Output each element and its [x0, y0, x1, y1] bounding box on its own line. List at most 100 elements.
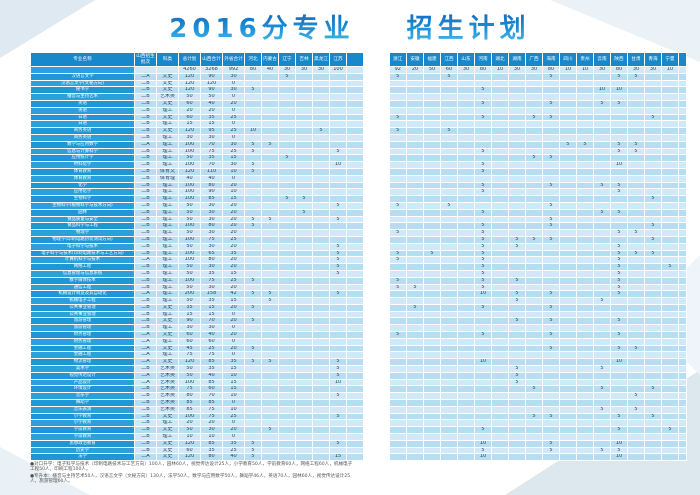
- province-value-cell: [440, 161, 458, 169]
- category-cell: 理工: [156, 351, 179, 360]
- table-row: 旅游管理 二B 文史 90 70 20 5 5 5 5: [30, 317, 687, 326]
- province-value-cell: [559, 317, 577, 326]
- total-plan-cell: 60: [178, 99, 201, 108]
- province-value-cell: 5: [576, 140, 594, 149]
- province-value-cell: 5: [261, 215, 279, 224]
- province-value-cell: [457, 188, 475, 197]
- table-row: 音乐表演 二B 艺术类 85 75 10 5 5: [30, 405, 687, 414]
- other-province-total-cell: 20: [222, 303, 245, 312]
- major-name-cell: 历史学: [30, 446, 135, 455]
- province-value-cell: [559, 99, 577, 108]
- province-value-cell: 5: [261, 290, 279, 299]
- province-value-cell: [542, 385, 560, 394]
- province-value-cell: [457, 344, 475, 353]
- province-value-cell: [525, 229, 543, 237]
- shanxi-total-cell: 60: [200, 337, 223, 346]
- province-value-cell: [389, 120, 407, 129]
- province-value-cell: [278, 317, 296, 326]
- header-province: 陕西: [610, 52, 628, 67]
- province-value-cell: [661, 337, 679, 346]
- province-value-cell: [278, 439, 296, 448]
- province-value-cell: [423, 324, 441, 333]
- province-value-cell: [278, 310, 296, 319]
- province-value-cell: [278, 303, 296, 312]
- province-value-cell: [525, 215, 543, 224]
- province-value-cell: [474, 399, 492, 407]
- province-value-cell: [295, 419, 313, 428]
- province-value-cell: [278, 229, 296, 237]
- province-value-cell: 5: [474, 113, 492, 122]
- header-province: 江苏: [329, 52, 347, 67]
- shanxi-total-cell: 90: [200, 188, 223, 197]
- province-value-cell: [593, 72, 611, 81]
- province-value-cell: [508, 174, 526, 183]
- other-province-total-cell: 0: [222, 399, 245, 407]
- major-name-cell: 材料化学: [30, 161, 135, 169]
- province-value-cell: [559, 235, 577, 244]
- header-province: 甘肃: [627, 52, 645, 67]
- total-plan-cell: 80: [178, 392, 201, 401]
- province-value-cell: 5: [542, 222, 560, 231]
- province-value-cell: [661, 201, 679, 210]
- province-value-cell: [559, 358, 577, 367]
- province-value-cell: [312, 317, 330, 326]
- province-value-cell: [559, 433, 577, 441]
- province-value-cell: [593, 201, 611, 210]
- gap-cell: [362, 447, 390, 454]
- province-value-cell: [559, 405, 577, 414]
- province-value-cell: [423, 195, 441, 203]
- blank-cell: [346, 201, 363, 210]
- table-row: 通信工程 二B 理工 50 30 20 5 5 5 5: [30, 283, 687, 292]
- province-value-cell: [542, 208, 560, 217]
- other-province-total-cell: 0: [222, 106, 245, 115]
- header-province: 河北: [244, 52, 262, 67]
- province-value-cell: [295, 181, 313, 190]
- other-province-total-cell: 15: [222, 195, 245, 203]
- province-value-cell: [312, 351, 330, 360]
- province-value-cell: [261, 127, 279, 135]
- blank-cell: [678, 188, 687, 197]
- province-value-cell: [440, 426, 458, 435]
- province-value-cell: 5: [244, 222, 262, 231]
- province-value-cell: [244, 79, 262, 88]
- province-value-cell: [457, 446, 475, 455]
- province-value-cell: [644, 181, 662, 190]
- province-value-cell: [278, 106, 296, 115]
- province-value-cell: [278, 419, 296, 428]
- province-value-cell: [576, 365, 594, 373]
- province-value-cell: [491, 256, 509, 265]
- blank-cell: [678, 283, 687, 292]
- province-value-cell: [423, 310, 441, 319]
- province-value-cell: [406, 385, 424, 394]
- province-value-cell: [329, 337, 347, 346]
- province-value-cell: [491, 453, 509, 462]
- province-value-cell: [278, 351, 296, 360]
- province-value-cell: [329, 399, 347, 407]
- province-value-cell: 10: [474, 290, 492, 299]
- major-name-cell: 视觉传达设计: [30, 371, 135, 380]
- province-value-cell: [329, 140, 347, 149]
- other-province-total-cell: 30: [222, 72, 245, 81]
- province-value-cell: 5: [593, 297, 611, 305]
- batch-cell: 二A: [134, 140, 157, 149]
- province-value-cell: [661, 79, 679, 88]
- province-value-cell: [644, 446, 662, 455]
- major-name-cell: 小学教育: [30, 419, 135, 428]
- footnote-zhuanshengben: ●专升本：播音与主持艺术50人，汉语言文学（文秘方向）130人，法学50人，数学…: [30, 473, 351, 485]
- province-value-cell: [312, 297, 330, 305]
- province-value-cell: [423, 161, 441, 169]
- province-value-cell: [329, 283, 347, 292]
- province-value-cell: [542, 195, 560, 203]
- category-cell: 理工: [156, 106, 179, 115]
- province-value-cell: [627, 453, 645, 462]
- gap-cell: [362, 351, 390, 359]
- shanxi-total-cell: 85: [200, 358, 223, 367]
- shanxi-total-cell: 75: [200, 351, 223, 360]
- province-value-cell: [644, 269, 662, 278]
- major-name-cell: 公共事业管理: [30, 310, 135, 319]
- total-plan-cell: 45: [178, 344, 201, 353]
- province-value-cell: [406, 133, 424, 142]
- province-value-cell: [593, 290, 611, 299]
- gap-cell: [362, 392, 390, 400]
- province-value-cell: [559, 154, 577, 163]
